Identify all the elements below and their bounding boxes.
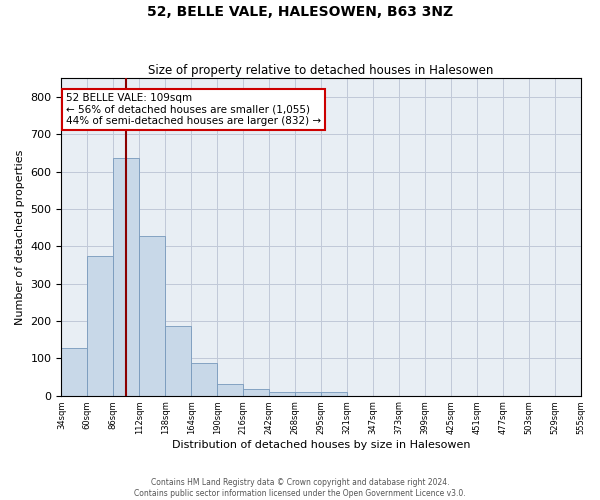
Text: Contains HM Land Registry data © Crown copyright and database right 2024.
Contai: Contains HM Land Registry data © Crown c… xyxy=(134,478,466,498)
Bar xyxy=(269,392,295,396)
Bar xyxy=(88,256,113,396)
X-axis label: Distribution of detached houses by size in Halesowen: Distribution of detached houses by size … xyxy=(172,440,470,450)
Bar xyxy=(61,348,88,396)
Text: 52 BELLE VALE: 109sqm
← 56% of detached houses are smaller (1,055)
44% of semi-d: 52 BELLE VALE: 109sqm ← 56% of detached … xyxy=(66,93,321,126)
Bar xyxy=(113,158,139,396)
Y-axis label: Number of detached properties: Number of detached properties xyxy=(15,149,25,324)
Text: 52, BELLE VALE, HALESOWEN, B63 3NZ: 52, BELLE VALE, HALESOWEN, B63 3NZ xyxy=(147,5,453,19)
Bar xyxy=(217,384,243,396)
Bar xyxy=(321,392,347,396)
Bar xyxy=(165,326,191,396)
Bar xyxy=(139,236,165,396)
Bar xyxy=(295,392,321,396)
Title: Size of property relative to detached houses in Halesowen: Size of property relative to detached ho… xyxy=(148,64,494,77)
Bar xyxy=(243,389,269,396)
Bar xyxy=(191,362,217,396)
